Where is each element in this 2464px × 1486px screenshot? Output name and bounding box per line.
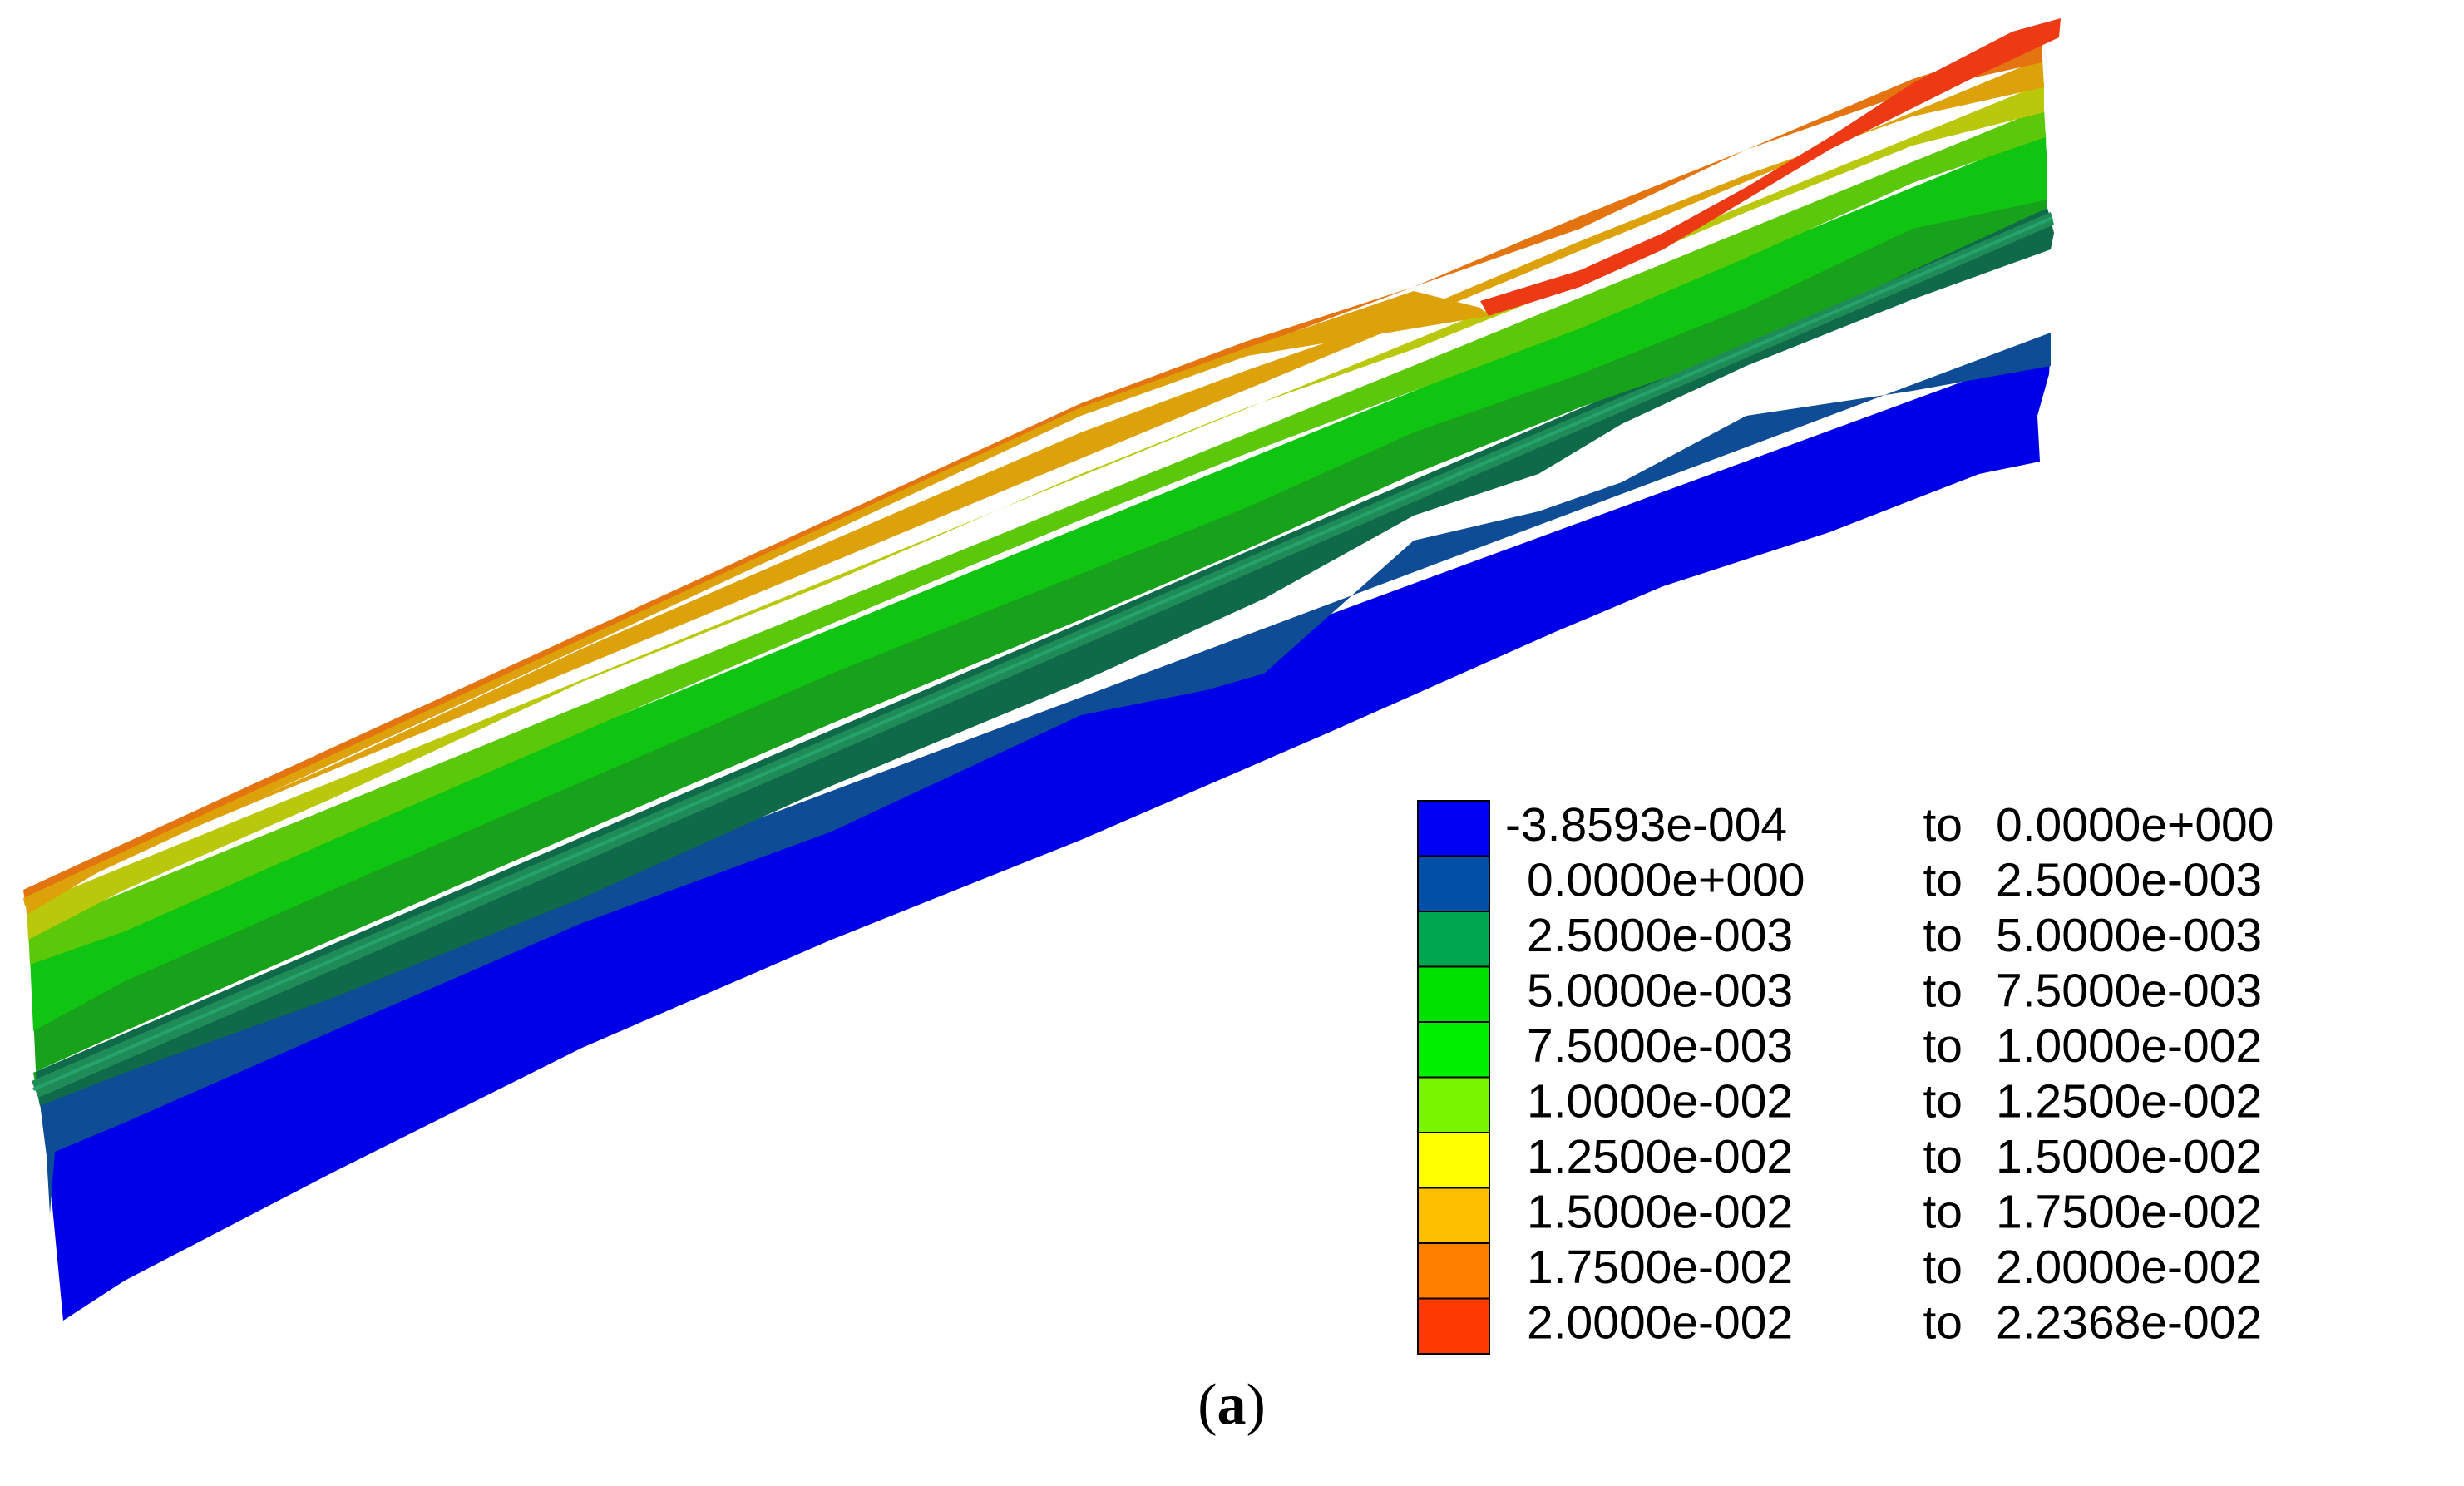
legend-from-8: 1.5000e-002 bbox=[1527, 1185, 1793, 1238]
legend-to-2: 2.5000e-003 bbox=[1996, 853, 2262, 906]
legend-to-word-7: to bbox=[1923, 1130, 1963, 1183]
legend-to-9: 2.0000e-002 bbox=[1996, 1241, 2262, 1294]
legend-swatch-6 bbox=[1417, 1076, 1490, 1133]
contour-band-6 bbox=[28, 108, 2046, 965]
legend-to-4: 7.5000e-003 bbox=[1996, 964, 2262, 1017]
legend-swatch-10 bbox=[1417, 1297, 1490, 1355]
contour-band-1 bbox=[38, 349, 2051, 1321]
legend-to-word-10: to bbox=[1923, 1296, 1963, 1349]
contour-band-10 bbox=[1480, 18, 2061, 316]
legend-to-word-6: to bbox=[1923, 1074, 1963, 1128]
legend-swatch-8 bbox=[1417, 1187, 1490, 1244]
legend-to-word-2: to bbox=[1923, 853, 1963, 906]
legend-to-8: 1.7500e-002 bbox=[1996, 1185, 2262, 1238]
legend-to-7: 1.5000e-002 bbox=[1996, 1130, 2262, 1183]
legend-from-6: 1.0000e-002 bbox=[1527, 1074, 1793, 1128]
caption-letter: a bbox=[1217, 1373, 1247, 1437]
legend-to-word-5: to bbox=[1923, 1019, 1963, 1073]
contour-band-5 bbox=[30, 133, 2047, 1031]
legend-swatch-9 bbox=[1417, 1242, 1490, 1300]
legend-to-1: 0.0000e+000 bbox=[1996, 798, 2274, 852]
legend-to-word-4: to bbox=[1923, 964, 1963, 1017]
legend-from-5: 7.5000e-003 bbox=[1527, 1019, 1793, 1073]
legend-to-6: 1.2500e-002 bbox=[1996, 1074, 2262, 1128]
legend-to-5: 1.0000e-002 bbox=[1996, 1019, 2262, 1073]
legend-to-10: 2.2368e-002 bbox=[1996, 1296, 2262, 1349]
legend-to-word-1: to bbox=[1923, 798, 1963, 852]
legend-from-2: 0.0000e+000 bbox=[1527, 853, 1805, 906]
legend-from-1: -3.8593e-004 bbox=[1505, 798, 1787, 852]
legend-swatch-4 bbox=[1417, 965, 1490, 1023]
legend-swatch-5 bbox=[1417, 1021, 1490, 1079]
figure-caption: (a) bbox=[1197, 1373, 1266, 1437]
caption-close-paren: ) bbox=[1247, 1373, 1266, 1437]
legend-swatch-1 bbox=[1417, 800, 1490, 857]
legend-from-7: 1.2500e-002 bbox=[1527, 1130, 1793, 1183]
legend-to-word-8: to bbox=[1923, 1185, 1963, 1238]
legend-swatch-3 bbox=[1417, 911, 1490, 968]
legend-from-3: 2.5000e-003 bbox=[1527, 909, 1793, 962]
legend-from-10: 2.0000e-002 bbox=[1527, 1296, 1793, 1349]
legend-to-3: 5.0000e-003 bbox=[1996, 909, 2262, 962]
legend-from-9: 1.7500e-002 bbox=[1527, 1241, 1793, 1294]
legend-to-word-3: to bbox=[1923, 909, 1963, 962]
caption-open-paren: ( bbox=[1197, 1373, 1217, 1437]
slope-model bbox=[23, 18, 2061, 1321]
legend-swatch-7 bbox=[1417, 1132, 1490, 1189]
legend-from-4: 5.0000e-003 bbox=[1527, 964, 1793, 1017]
joint-plane-edge bbox=[32, 216, 2053, 1091]
legend-swatch-2 bbox=[1417, 855, 1490, 912]
legend: -3.8593e-004 to 0.0000e+000 0.0000e+000 to 2.… bbox=[1417, 798, 2274, 1355]
legend-to-word-9: to bbox=[1923, 1241, 1963, 1294]
